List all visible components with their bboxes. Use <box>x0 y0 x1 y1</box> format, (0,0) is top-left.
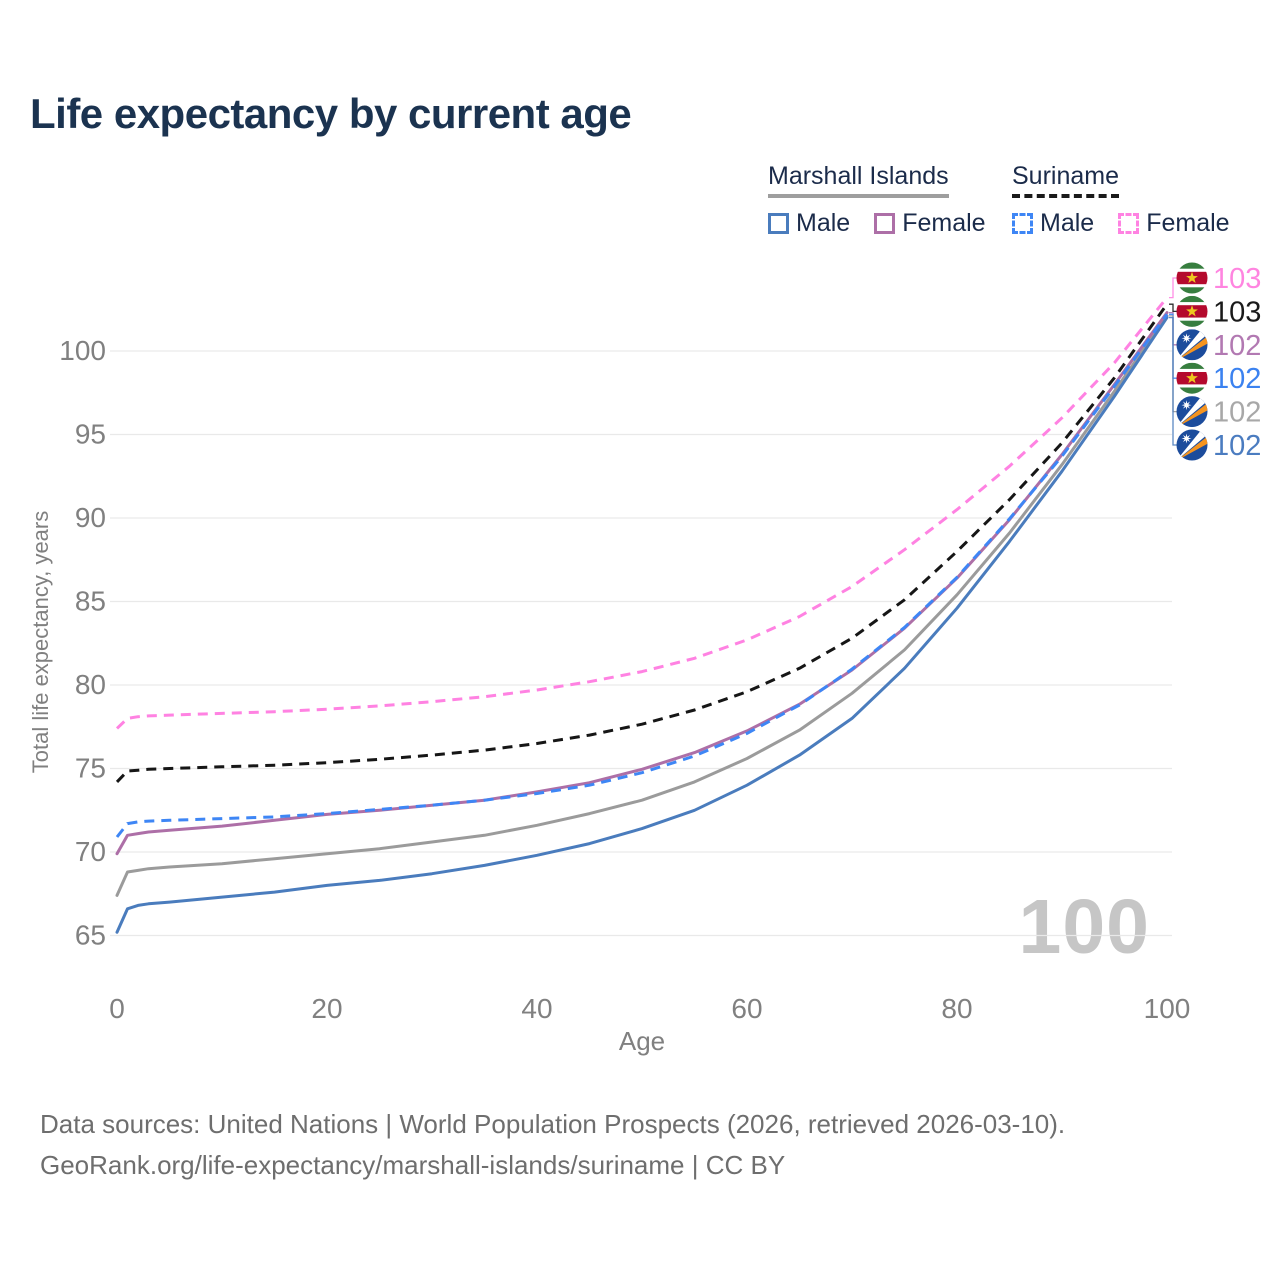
flag-orange-stripe <box>1176 436 1208 461</box>
flag-band <box>1176 317 1208 321</box>
dashed-blue-swatch-icon <box>1012 213 1033 234</box>
end-value-label-mi-male: 102 <box>1213 430 1261 462</box>
flag-band <box>1176 284 1208 288</box>
legend-row-marshall-islands: Male Female <box>768 209 986 238</box>
flag-white-stripe <box>1176 329 1208 361</box>
x-tick-label: 20 <box>311 993 342 1024</box>
end-value-label-sur-male: 102 <box>1213 363 1261 395</box>
y-tick-label: 80 <box>75 669 106 700</box>
flag-band <box>1176 295 1208 303</box>
y-tick-label: 65 <box>75 920 106 951</box>
end-value-label-sur-total: 103 <box>1213 296 1261 328</box>
y-tick-label: 95 <box>75 419 106 450</box>
footer: Data sources: United Nations | World Pop… <box>40 1104 1065 1186</box>
x-tick-label: 80 <box>941 993 972 1024</box>
solid-blue-swatch-icon <box>768 213 789 234</box>
flag-band <box>1176 320 1208 327</box>
end-value-label-sur-female: 103 <box>1213 263 1261 295</box>
y-tick-label: 70 <box>75 836 106 867</box>
legend-label-mi-male: Male <box>796 209 851 237</box>
flag-band <box>1176 387 1208 394</box>
legend: Marshall Islands Male Female Suriname Ma… <box>0 162 1280 242</box>
x-tick-label: 60 <box>731 993 762 1024</box>
legend-row-suriname: Male Female <box>1012 209 1230 238</box>
x-tick-label: 40 <box>521 993 552 1024</box>
flag-star <box>1181 433 1192 444</box>
legend-item-marshall-islands-female[interactable]: Female <box>874 209 986 238</box>
x-tick-label: 0 <box>109 993 125 1024</box>
footer-attribution: GeoRank.org/life-expectancy/marshall-isl… <box>40 1150 786 1180</box>
footer-data-sources: Data sources: United Nations | World Pop… <box>40 1109 1066 1139</box>
legend-country-marshall-islands[interactable]: Marshall Islands <box>768 162 949 198</box>
legend-label-sur-female: Female <box>1146 209 1230 237</box>
legend-group-marshall-islands: Marshall Islands Male Female <box>768 162 986 238</box>
end-value-label-mi-total: 102 <box>1213 397 1261 429</box>
legend-item-marshall-islands-male[interactable]: Male <box>768 209 850 238</box>
watermark-age-label: 100 <box>1019 884 1150 970</box>
y-tick-label: 90 <box>75 502 106 533</box>
x-tick-label: 100 <box>1144 993 1191 1024</box>
flag-orange-stripe <box>1176 402 1208 428</box>
x-axis-title: Age <box>619 1026 665 1056</box>
y-axis-title: Total life expectancy, years <box>28 511 53 774</box>
flag-band <box>1176 268 1208 273</box>
leader-line-sur-total <box>1169 303 1177 313</box>
series-line-sur-female <box>115 296 1169 730</box>
series-line-sur-total <box>115 303 1169 783</box>
legend-item-suriname-male[interactable]: Male <box>1012 209 1094 238</box>
legend-country-suriname[interactable]: Suriname <box>1012 162 1119 198</box>
flag-icon-suriname[interactable] <box>1176 295 1208 327</box>
flag-icon-suriname[interactable] <box>1176 262 1208 294</box>
legend-label-sur-male: Male <box>1040 209 1095 237</box>
y-tick-label: 75 <box>75 753 106 784</box>
flag-white-stripe <box>1176 429 1208 461</box>
series-line-sur-male <box>115 313 1169 838</box>
flag-icon-marshall-islands[interactable] <box>1176 329 1208 361</box>
flag-icon-marshall-islands[interactable] <box>1176 396 1208 428</box>
dashed-pink-swatch-icon <box>1118 213 1140 234</box>
flag-icon-suriname[interactable] <box>1176 362 1208 394</box>
end-value-label-mi-female: 102 <box>1213 330 1261 362</box>
solid-purple-swatch-icon <box>874 213 896 234</box>
flag-star <box>1181 400 1192 411</box>
flag-band <box>1176 262 1208 269</box>
flag-band <box>1176 287 1208 294</box>
flag-white-stripe <box>1176 396 1208 428</box>
flag-band <box>1176 384 1208 388</box>
flag-orange-stripe <box>1176 335 1208 361</box>
flag-band <box>1176 302 1208 306</box>
y-tick-label: 100 <box>59 335 106 366</box>
flag-star <box>1186 372 1198 384</box>
flag-star <box>1186 305 1198 317</box>
flag-band <box>1176 368 1208 373</box>
flag-star <box>1186 271 1198 284</box>
leader-line-mi-male <box>1169 316 1177 446</box>
series-line-mi-male <box>115 316 1169 934</box>
page-title: Life expectancy by current age <box>30 90 632 137</box>
flag-icon-marshall-islands[interactable] <box>1176 429 1208 461</box>
y-tick-label: 85 <box>75 586 106 617</box>
legend-label-mi-female: Female <box>902 209 986 237</box>
flag-band <box>1176 362 1208 370</box>
series-line-mi-total <box>115 314 1169 897</box>
leader-line-sur-female <box>1169 277 1177 299</box>
flag-star <box>1181 333 1192 344</box>
legend-group-suriname: Suriname Male Female <box>1012 162 1230 238</box>
legend-item-suriname-female[interactable]: Female <box>1118 209 1230 238</box>
